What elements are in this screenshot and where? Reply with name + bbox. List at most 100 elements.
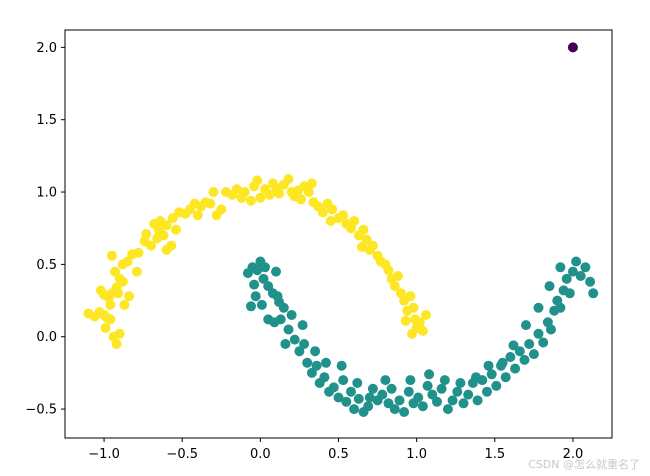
data-point <box>113 288 124 299</box>
x-tick-label: 1.5 <box>484 447 505 462</box>
data-point <box>471 372 481 383</box>
data-point <box>246 301 256 312</box>
x-tick-label: −1.0 <box>88 447 120 462</box>
data-point <box>122 256 133 267</box>
data-point <box>260 262 270 273</box>
data-point <box>171 224 181 235</box>
data-point <box>361 234 372 245</box>
data-point <box>413 392 424 403</box>
data-point <box>521 320 531 331</box>
data-point <box>341 396 352 407</box>
y-tick-label: 1.5 <box>36 113 57 128</box>
data-point <box>105 314 116 325</box>
data-point <box>424 369 435 380</box>
data-point <box>408 302 419 313</box>
x-tick-label: 2.0 <box>563 447 584 462</box>
x-axis-ticks: −1.0 −0.5 0.0 0.5 1.0 1.5 2.0 <box>88 438 583 462</box>
data-point <box>585 276 596 287</box>
data-point <box>367 240 378 251</box>
data-point <box>283 324 294 335</box>
data-point <box>289 334 300 345</box>
data-point <box>274 188 285 199</box>
data-point <box>538 337 549 348</box>
data-point <box>338 210 349 221</box>
data-point <box>533 302 544 313</box>
data-point <box>546 324 556 335</box>
data-point <box>296 194 306 205</box>
data-point <box>497 357 508 368</box>
data-point <box>306 367 317 378</box>
data-point <box>353 393 364 404</box>
data-point <box>255 192 266 203</box>
data-point <box>567 42 578 53</box>
data-point <box>447 395 458 406</box>
data-point <box>249 279 260 290</box>
data-point <box>505 352 516 362</box>
data-point <box>319 372 330 383</box>
data-point <box>463 389 474 400</box>
y-tick-label: −0.5 <box>25 403 57 418</box>
data-point <box>231 184 242 195</box>
data-point <box>346 386 356 397</box>
data-point <box>264 189 275 200</box>
data-point <box>133 247 144 258</box>
data-point <box>336 360 347 371</box>
x-tick-label: −0.5 <box>166 447 198 462</box>
data-point <box>283 174 294 184</box>
data-point <box>272 291 283 302</box>
data-point <box>455 378 466 388</box>
data-point <box>317 207 328 218</box>
data-point <box>100 323 111 333</box>
data-point <box>302 357 313 368</box>
data-point <box>205 198 216 209</box>
data-point <box>407 328 417 339</box>
data-point <box>377 389 388 400</box>
data-point <box>306 178 317 189</box>
data-point <box>417 401 428 412</box>
y-tick-label: 0.0 <box>36 330 57 345</box>
data-point <box>356 242 367 252</box>
data-point <box>533 328 544 339</box>
y-tick-label: 0.5 <box>36 258 57 273</box>
data-point <box>208 187 219 197</box>
data-point <box>117 276 128 287</box>
data-point <box>508 340 519 351</box>
data-point <box>555 262 566 273</box>
data-point <box>571 256 582 267</box>
data-point <box>439 375 450 386</box>
data-point <box>482 386 492 397</box>
data-point <box>119 299 130 310</box>
data-point <box>383 265 394 276</box>
data-point <box>389 404 400 415</box>
data-point <box>131 266 142 277</box>
data-point <box>514 346 525 357</box>
data-point <box>146 240 156 251</box>
data-point <box>141 229 152 239</box>
data-point <box>400 315 411 326</box>
data-point <box>561 273 572 284</box>
data-point <box>564 288 575 299</box>
data-point <box>380 375 391 386</box>
data-points <box>83 42 599 417</box>
data-point <box>403 386 414 397</box>
data-point <box>544 281 555 292</box>
data-point <box>399 407 410 417</box>
data-point <box>417 325 428 336</box>
y-axis-ticks: −0.5 0.0 0.5 1.0 1.5 2.0 <box>25 41 65 418</box>
data-point <box>310 346 321 357</box>
data-point <box>338 375 349 386</box>
x-tick-label: 0.5 <box>328 447 349 462</box>
data-point <box>483 360 494 371</box>
data-point <box>367 383 378 394</box>
watermark: CSDN @怎么就重名了 <box>528 458 640 471</box>
data-point <box>252 175 263 186</box>
data-point <box>432 396 442 407</box>
data-point <box>458 398 469 409</box>
data-point <box>110 266 120 277</box>
data-point <box>333 392 344 403</box>
data-point <box>328 382 339 393</box>
data-point <box>349 216 360 226</box>
data-point <box>286 310 297 320</box>
data-point <box>364 392 375 403</box>
data-point <box>405 375 416 386</box>
